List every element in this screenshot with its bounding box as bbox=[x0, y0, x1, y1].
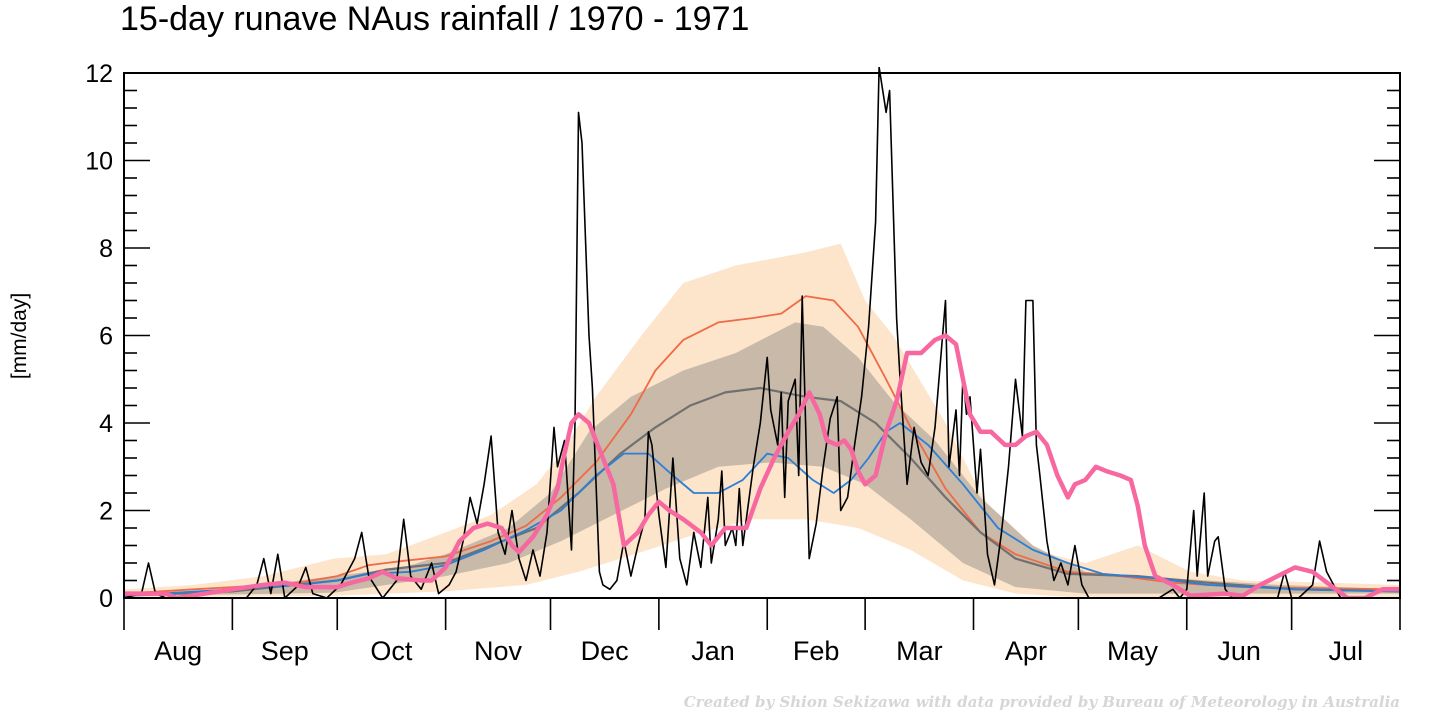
chart-title: 15-day runave NAus rainfall / 1970 - 197… bbox=[120, 0, 749, 38]
y-tick-label: 12 bbox=[85, 60, 113, 88]
x-month-label: May bbox=[1107, 636, 1159, 666]
x-month-label: Mar bbox=[896, 636, 943, 666]
y-tick-label: 0 bbox=[99, 585, 113, 613]
y-tick-label: 6 bbox=[99, 323, 113, 351]
series-line-5 bbox=[124, 333, 1400, 598]
y-tick-label: 8 bbox=[99, 235, 113, 263]
x-month-label: Aug bbox=[154, 636, 202, 666]
axes: 0 2 4 6 8 10 12 Aug Sep Oct Nov Dec Jan Feb Mar Apr May J… bbox=[85, 60, 1401, 666]
series-line-3 bbox=[124, 422, 1400, 597]
x-month-label: Sep bbox=[261, 636, 309, 666]
x-month-label: Feb bbox=[793, 636, 840, 666]
x-month-label: Jun bbox=[1217, 636, 1261, 666]
y-axis-label: [mm/day] bbox=[8, 293, 31, 379]
credit-note: Created by Shion Sekizawa with data prov… bbox=[684, 693, 1400, 711]
x-month-label: Nov bbox=[474, 636, 523, 666]
x-month-label: Dec bbox=[581, 636, 629, 666]
y-tick-label: 4 bbox=[99, 410, 113, 438]
y-tick-label: 2 bbox=[99, 498, 113, 526]
plot-area bbox=[124, 67, 1400, 598]
x-month-label: Oct bbox=[370, 636, 413, 666]
x-month-label: Jan bbox=[691, 636, 735, 666]
series-line-4 bbox=[124, 67, 1400, 598]
y-tick-label: 10 bbox=[85, 148, 113, 176]
plot-series-group bbox=[124, 67, 1400, 598]
x-month-label: Apr bbox=[1005, 636, 1047, 666]
x-month-label: Jul bbox=[1329, 636, 1364, 666]
